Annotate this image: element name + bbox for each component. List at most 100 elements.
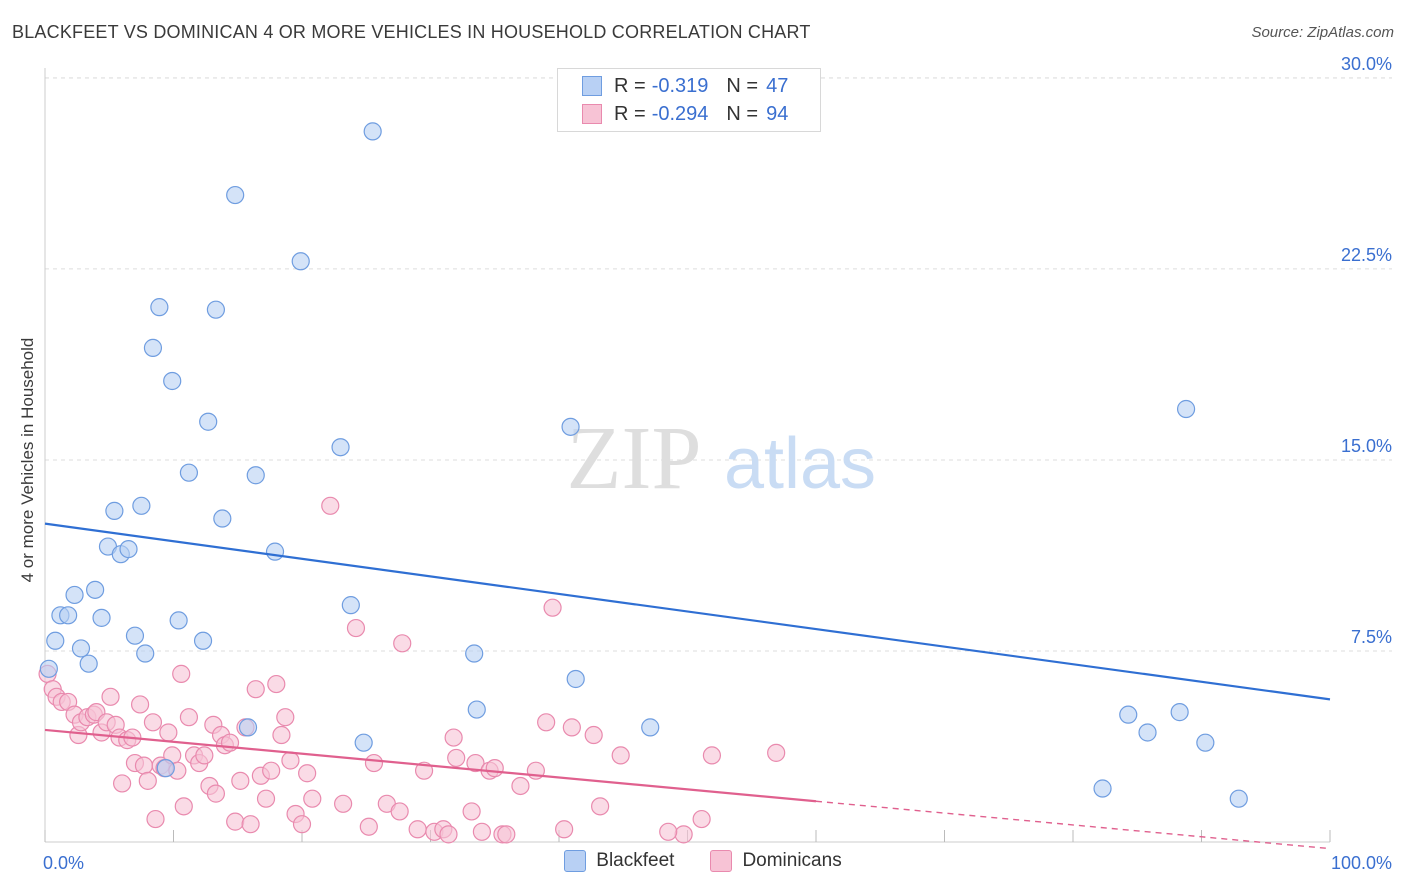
blackfeet-point <box>125 626 145 645</box>
blackfeet-point <box>65 585 84 605</box>
blackfeet-point <box>291 252 310 271</box>
dominican-point <box>172 664 191 683</box>
r-label: R = <box>614 74 646 97</box>
watermark-zip: ZIP <box>567 409 702 508</box>
dominican-point <box>292 815 312 834</box>
blackfeet-point <box>1093 779 1112 798</box>
blackfeet-point <box>354 733 373 752</box>
blackfeet-point <box>46 631 65 650</box>
dominican-point <box>584 725 603 745</box>
dominican-point <box>497 825 516 844</box>
n-value: 94 <box>766 102 789 125</box>
chart-title: BLACKFEET VS DOMINICAN 4 OR MORE VEHICLE… <box>12 22 811 42</box>
dominican-trend-line <box>44 728 817 803</box>
dominican-point <box>444 728 463 747</box>
blackfeet-point <box>341 596 360 615</box>
dominican-point <box>226 812 245 831</box>
blackfeet-point <box>1176 399 1196 419</box>
dominican-point <box>555 820 574 839</box>
dominican-point <box>272 725 291 745</box>
dominicans-swatch <box>582 104 602 124</box>
dominican-point <box>659 822 678 841</box>
blackfeet-point <box>86 580 105 599</box>
dominican-point <box>611 746 630 765</box>
blackfeet-point <box>163 371 182 391</box>
dominican-point <box>206 784 226 803</box>
blackfeet-point <box>206 300 226 319</box>
blackfeet-point <box>238 718 258 737</box>
dominican-point <box>364 753 384 773</box>
blackfeet-point <box>179 463 199 482</box>
legend-item-blackfeet[interactable]: Blackfeet <box>564 850 674 872</box>
blackfeet-point <box>1229 789 1248 808</box>
dominican-point <box>112 774 132 793</box>
blackfeet-point <box>1119 705 1138 724</box>
dominican-point <box>537 713 556 732</box>
dominican-point <box>692 809 711 829</box>
dominican-point <box>511 776 530 796</box>
legend-item-dominicans[interactable]: Dominicans <box>710 850 842 872</box>
blackfeet-point <box>105 501 124 520</box>
dominican-point <box>241 815 260 834</box>
dominican-point <box>674 825 693 844</box>
dominican-point <box>485 759 504 778</box>
blackfeet-point <box>363 122 382 141</box>
y-tick-label: 15.0% <box>1341 436 1392 456</box>
blackfeet-trend-line <box>44 522 1331 701</box>
blackfeet-point <box>467 700 486 719</box>
grid-lines <box>45 77 1392 652</box>
dominican-point <box>262 761 281 780</box>
y-tick-label: 22.5% <box>1341 245 1392 265</box>
blackfeet-point <box>143 338 163 357</box>
legend-row-blackfeet: R = -0.319 N = 47 <box>582 73 788 99</box>
x-tick-label: 100.0% <box>1331 853 1392 873</box>
dominican-point <box>303 789 322 808</box>
dominican-point <box>143 713 163 732</box>
blackfeet-point <box>79 654 98 673</box>
n-label: N = <box>726 102 759 125</box>
dominican-point <box>134 756 154 775</box>
blackfeet-point <box>213 509 232 528</box>
blackfeet-point <box>561 417 580 436</box>
n-value: 47 <box>766 74 789 97</box>
dominican-point <box>472 822 491 841</box>
legend-label: Dominicans <box>742 850 842 871</box>
blackfeet-point <box>150 298 169 317</box>
dominican-point <box>138 771 157 790</box>
dominican-point <box>447 748 466 768</box>
legend-label: Blackfeet <box>596 850 675 871</box>
series-legend: Blackfeet Dominicans <box>0 850 1406 872</box>
trend-lines <box>44 522 1331 850</box>
dominican-point <box>246 680 265 699</box>
blackfeet-point <box>265 542 285 561</box>
blackfeet-point <box>39 659 58 678</box>
dominican-point <box>195 746 214 765</box>
r-value: -0.294 <box>651 102 709 125</box>
dominican-point <box>179 708 199 727</box>
blackfeet-point <box>641 718 660 737</box>
blackfeet-point <box>59 606 78 625</box>
blackfeet-point <box>465 644 484 663</box>
dominican-point <box>346 618 366 638</box>
data-points <box>38 122 1248 844</box>
tick-labels: 7.5% 15.0% 22.5% 30.0% 0.0% 100.0% <box>43 54 1392 873</box>
blackfeet-point <box>193 631 213 650</box>
blackfeet-point <box>119 539 138 559</box>
dominican-point <box>174 797 193 816</box>
dominican-point <box>591 797 610 816</box>
dominican-point <box>256 789 276 808</box>
x-tick-label: 0.0% <box>43 853 84 873</box>
blackfeet-point <box>92 608 111 627</box>
dominican-point <box>543 598 562 617</box>
dominican-point <box>146 809 165 829</box>
blackfeet-point <box>566 669 585 689</box>
dominican-point <box>334 794 353 813</box>
dominican-point <box>462 802 481 821</box>
blackfeet-point <box>331 438 350 457</box>
blackfeet-point <box>156 759 175 778</box>
dominican-point <box>767 743 786 762</box>
source-credit: Source: ZipAtlas.com <box>1251 24 1394 41</box>
dominican-point <box>159 723 178 742</box>
dominican-trend-extension <box>815 800 1331 850</box>
correlation-legend: R = -0.319 N = 47 R = -0.294 N = 94 <box>557 68 821 132</box>
